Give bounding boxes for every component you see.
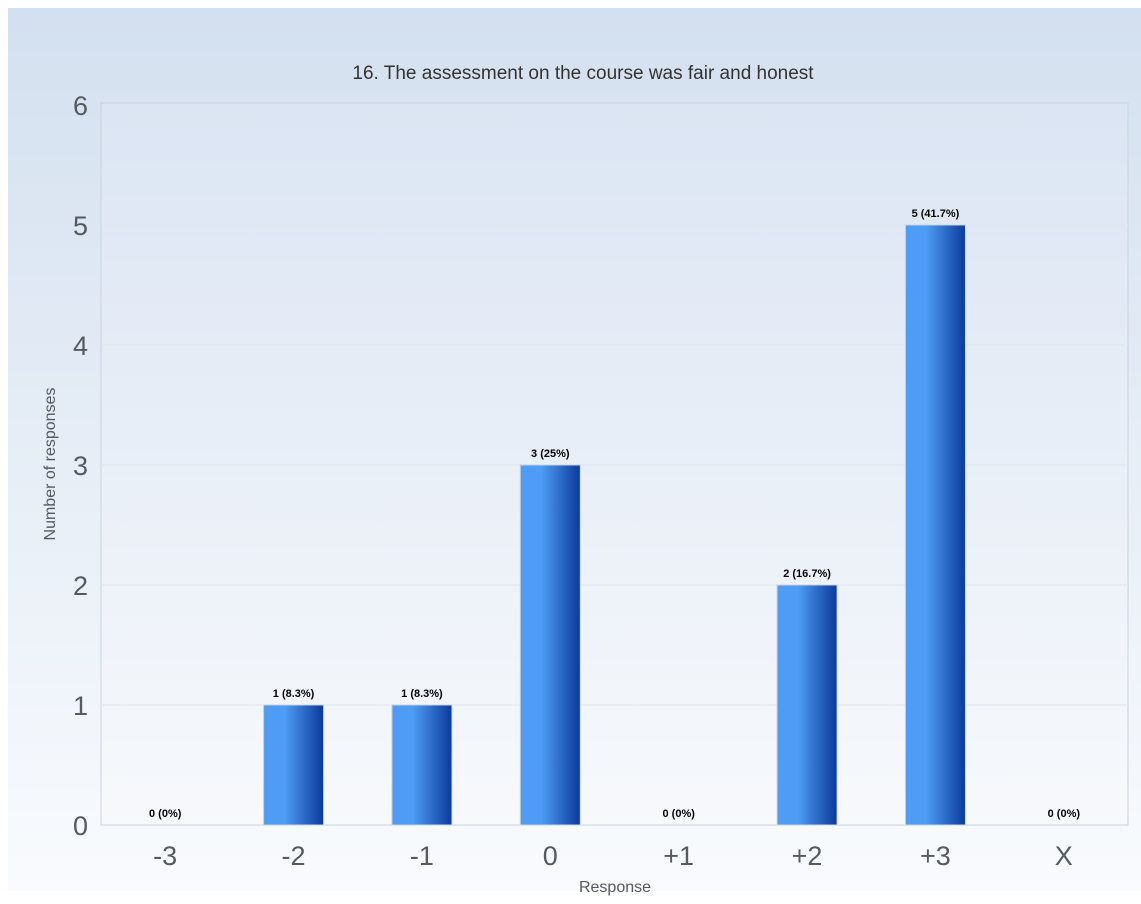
- x-tick-label: -2: [282, 841, 306, 871]
- x-tick-label: -1: [410, 841, 434, 871]
- y-tick-label: 2: [73, 571, 88, 601]
- bar: [904, 224, 966, 826]
- data-label: 1 (8.3%): [273, 688, 315, 700]
- y-axis-label: Number of responses: [42, 388, 59, 541]
- data-label: 2 (16.7%): [783, 568, 831, 580]
- y-tick-label: 5: [73, 211, 88, 241]
- y-axis-ticks: 0 1 2 3 4 5 6: [73, 91, 88, 841]
- data-label: 1 (8.3%): [401, 688, 443, 700]
- data-label: 0 (0%): [149, 808, 182, 820]
- x-axis-label: Response: [579, 879, 651, 896]
- bars: [263, 224, 966, 826]
- x-tick-label: +1: [663, 841, 694, 871]
- x-tick-label: -3: [153, 841, 177, 871]
- chart-title: 16. The assessment on the course was fai…: [352, 63, 814, 84]
- data-label: 0 (0%): [1048, 808, 1081, 820]
- y-tick-label: 1: [73, 691, 88, 721]
- plot-area: [100, 102, 1129, 826]
- x-tick-label: 0: [543, 841, 558, 871]
- bar: [519, 464, 581, 826]
- x-axis-ticks: -3 -2 -1 0 +1 +2 +3 X: [153, 841, 1073, 871]
- bar: [263, 704, 325, 826]
- data-label: 5 (41.7%): [912, 208, 960, 220]
- y-tick-label: 0: [73, 811, 88, 841]
- data-label: 3 (25%): [531, 448, 570, 460]
- x-tick-label: X: [1055, 841, 1073, 871]
- data-labels: 0 (0%) 1 (8.3%) 1 (8.3%) 3 (25%) 0 (0%) 2 (16…: [149, 208, 1080, 820]
- data-label: 0 (0%): [662, 808, 695, 820]
- y-tick-label: 3: [73, 451, 88, 481]
- x-tick-label: +3: [920, 841, 951, 871]
- y-tick-label: 6: [73, 91, 88, 121]
- x-tick-label: +2: [792, 841, 823, 871]
- bar: [391, 704, 453, 826]
- bar: [776, 584, 838, 826]
- y-tick-label: 4: [73, 331, 88, 361]
